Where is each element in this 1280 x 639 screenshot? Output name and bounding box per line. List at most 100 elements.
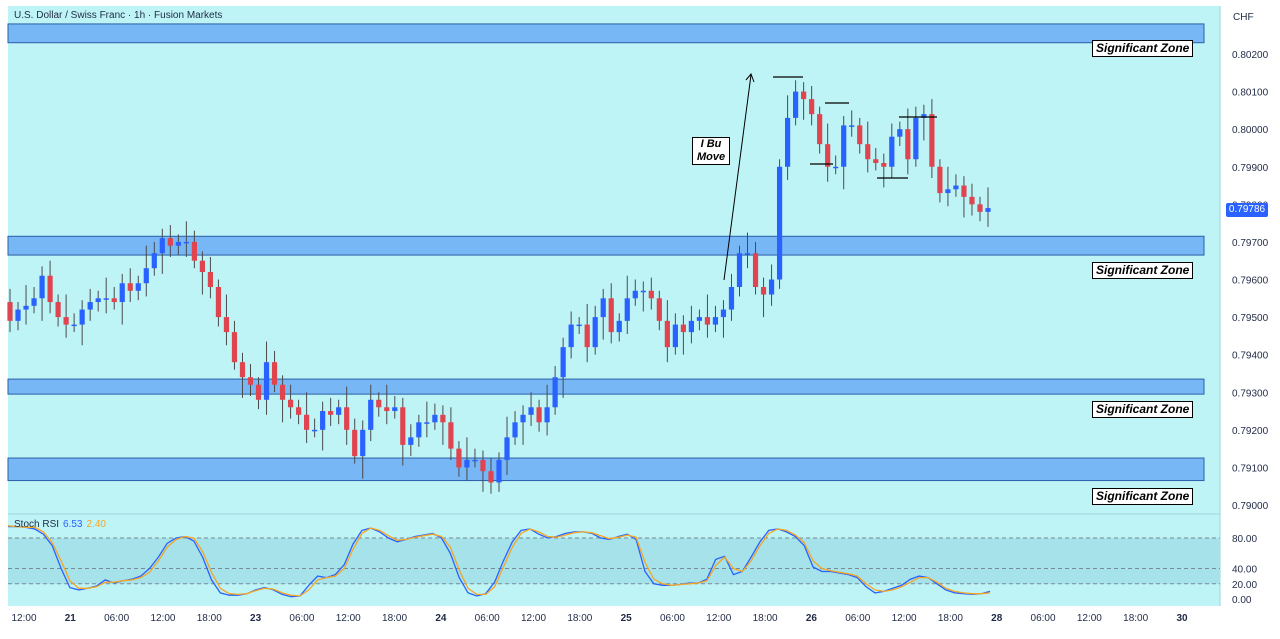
candle-bear: [881, 162, 887, 167]
time-tick-label: 06:00: [289, 613, 314, 624]
candle-bear: [223, 317, 230, 333]
zone-1: [7, 23, 1205, 44]
candle-bull: [592, 317, 598, 348]
candle-bull: [119, 283, 125, 303]
candle-bull: [624, 298, 630, 321]
candle-bull: [95, 298, 101, 303]
time-axis[interactable]: 12:00 21 06:00 12:00 18:00 23 06:00 12:00 18:00 2…: [11, 613, 1188, 624]
time-tick-label: 24: [435, 613, 447, 624]
candle-bull: [953, 185, 959, 190]
price-tick-label: 0.79700: [1232, 238, 1269, 249]
stoch-rsi-layer: [7, 525, 1220, 598]
candle-bull: [472, 459, 478, 462]
last-price-tag: 0.79786: [1226, 203, 1268, 217]
candle-bear: [287, 399, 294, 408]
candle-bull: [263, 362, 270, 400]
price-tick-label: 0.79000: [1232, 501, 1269, 512]
candle-bear: [905, 129, 911, 160]
candle-bull: [552, 377, 558, 408]
candle-bull: [913, 117, 919, 160]
candle-bear: [817, 114, 823, 145]
candle-bull: [736, 253, 743, 288]
rsi-tick-label: 0.00: [1232, 595, 1252, 606]
time-tick-label: 12:00: [706, 613, 731, 624]
candle-bear: [384, 407, 390, 412]
candle-bear: [448, 422, 454, 449]
candle-bull: [320, 411, 326, 430]
zone-label-2: Significant Zone: [1092, 262, 1194, 279]
zone-2: [7, 235, 1205, 256]
candle-bull: [793, 91, 799, 118]
candle-bull: [744, 253, 751, 255]
candle-bear: [440, 414, 446, 423]
candle-bull: [728, 287, 735, 310]
candle-bull: [424, 422, 430, 424]
candle-bull: [897, 129, 903, 137]
price-axis[interactable]: 0.802000.801000.800000.799000.798000.797…: [1232, 50, 1269, 512]
time-tick-label: 12:00: [150, 613, 175, 624]
candle-bear: [376, 399, 382, 408]
candle-bull: [520, 414, 526, 423]
candle-bear: [656, 298, 662, 321]
candle-bear: [207, 271, 214, 288]
rsi-axis: 80.00 40.00 20.00 0.00: [1232, 534, 1257, 606]
candle-bull: [23, 305, 29, 310]
price-tick-label: 0.80200: [1232, 50, 1269, 61]
candle-bull: [432, 414, 438, 423]
time-tick-label: 21: [65, 613, 77, 624]
candle-bull: [921, 114, 927, 118]
currency-label[interactable]: CHF: [1233, 12, 1254, 23]
candle-bull: [568, 324, 574, 348]
candle-bull: [889, 136, 895, 167]
price-tick-label: 0.80000: [1232, 125, 1269, 136]
candle-bear: [608, 298, 614, 333]
candle-bear: [239, 362, 246, 378]
candle-bull: [784, 117, 791, 167]
candle-bull: [712, 317, 719, 325]
time-tick-label: 12:00: [1077, 613, 1102, 624]
candle-bear: [127, 283, 133, 291]
candle-bull: [135, 283, 141, 291]
rsi-line-k: [8, 525, 991, 598]
candle-bull: [833, 166, 839, 169]
candle-bull: [768, 279, 775, 295]
time-tick-label: 18:00: [197, 613, 222, 624]
rsi-legend-d: 2.40: [86, 519, 106, 530]
price-tick-label: 0.79200: [1232, 426, 1269, 437]
time-tick-label: 30: [1176, 613, 1188, 624]
candle-bear: [400, 407, 406, 445]
candle-bull: [945, 189, 951, 194]
candle-bear: [704, 317, 711, 325]
candle-bear: [648, 290, 654, 299]
candle-bear: [857, 125, 863, 145]
candle-bear: [63, 317, 69, 325]
zone-label-3: Significant Zone: [1092, 401, 1194, 418]
zones-layer: [7, 23, 1205, 482]
rsi-tick-label: 80.00: [1232, 534, 1257, 545]
time-tick-label: 18:00: [1123, 613, 1148, 624]
time-tick-label: 12:00: [336, 613, 361, 624]
price-tick-label: 0.79100: [1232, 463, 1269, 474]
candle-bull: [392, 407, 398, 412]
move-arrow-line: [723, 74, 752, 281]
time-tick-label: 06:00: [104, 613, 129, 624]
candle-bull: [31, 298, 37, 306]
candle-bear: [801, 91, 807, 100]
time-tick-label: 06:00: [660, 613, 685, 624]
time-tick-label: 23: [250, 613, 262, 624]
candle-bull: [408, 437, 414, 445]
rsi-legend: Stoch RSI 6.53 2.40: [14, 519, 106, 530]
candle-bull: [985, 208, 991, 212]
candle-bull: [616, 320, 622, 333]
candle-bull: [464, 459, 470, 468]
rsi-tick-label: 20.00: [1232, 580, 1257, 591]
rsi-legend-k: 6.53: [63, 519, 83, 530]
move-note: I Bu Move: [692, 137, 730, 165]
candle-bull: [544, 407, 550, 423]
time-tick-label: 06:00: [475, 613, 500, 624]
candle-bear: [271, 362, 278, 385]
candle-bear: [328, 411, 334, 415]
rsi-line-d: [7, 525, 991, 597]
